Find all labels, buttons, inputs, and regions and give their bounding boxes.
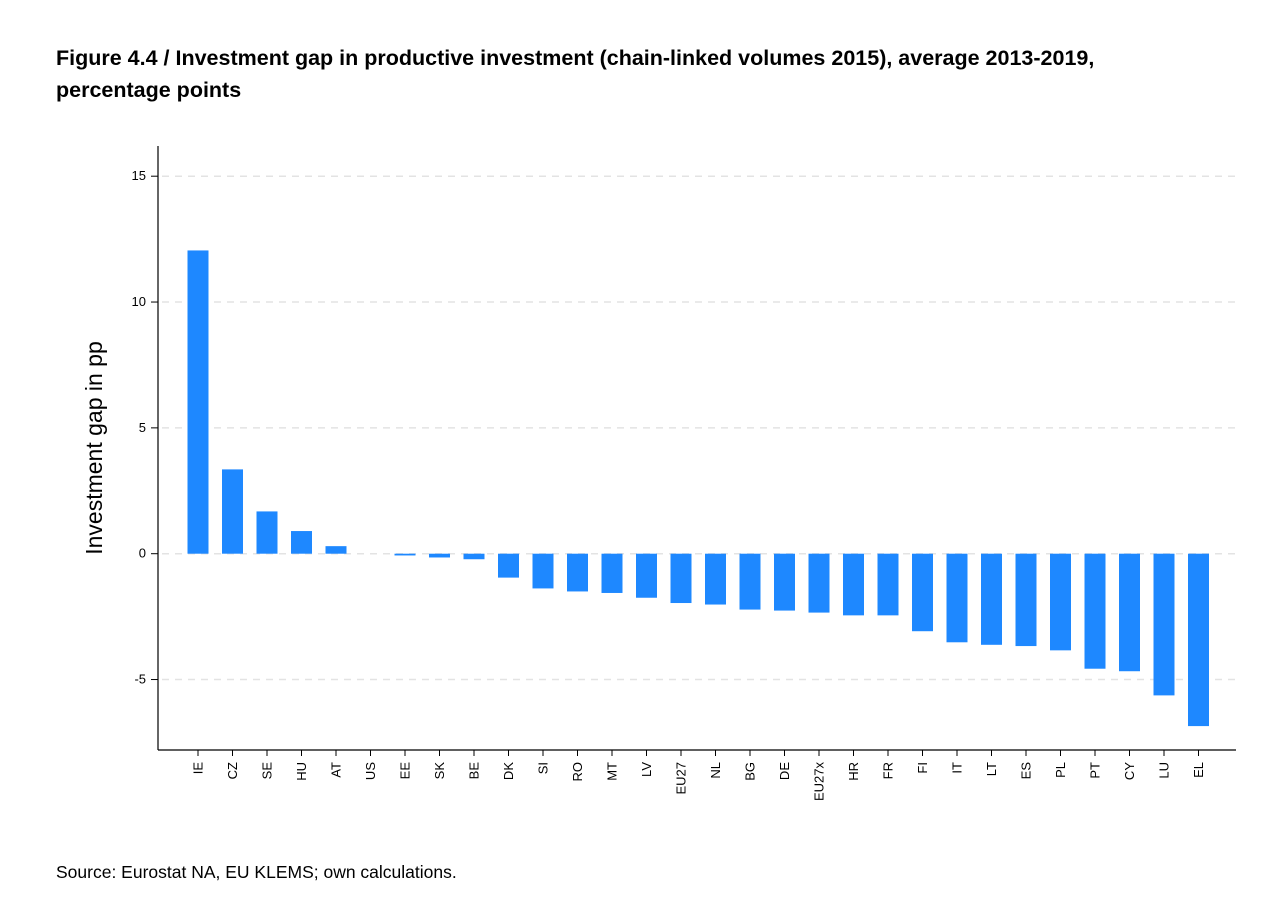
- bar-eu27: [670, 553, 692, 604]
- x-tick-label: HR: [846, 762, 861, 781]
- x-tick-label: LT: [984, 762, 999, 776]
- x-tick-label: CZ: [225, 762, 240, 779]
- bar-ee: [394, 553, 416, 556]
- x-tick-label: EL: [1191, 762, 1206, 778]
- y-tick-label: -5: [134, 672, 146, 687]
- bar-pt: [1084, 553, 1106, 669]
- bar-nl: [705, 553, 726, 605]
- x-tick-label: IT: [950, 762, 965, 774]
- bar-be: [463, 553, 485, 560]
- x-tick-label: US: [363, 762, 378, 780]
- x-tick-label: AT: [329, 762, 344, 778]
- bar-it: [946, 553, 968, 643]
- bar-cy: [1119, 553, 1140, 672]
- x-tick-label: SI: [536, 762, 551, 774]
- x-tick-label: RO: [570, 762, 585, 782]
- title-line-1: Figure 4.4 / Investment gap in productiv…: [56, 46, 1095, 70]
- x-tick-label: HU: [294, 762, 309, 781]
- x-tick-label: IE: [191, 762, 206, 775]
- chart-title: Figure 4.4 / Investment gap in productiv…: [56, 42, 1236, 106]
- y-tick-label: 0: [139, 546, 146, 561]
- bar-hr: [843, 553, 864, 616]
- bar-fr: [877, 553, 899, 616]
- x-tick-label: CY: [1122, 762, 1137, 780]
- bar-si: [532, 553, 554, 589]
- bar-at: [325, 546, 347, 554]
- x-tick-label: PL: [1053, 762, 1068, 778]
- title-line-2: percentage points: [56, 78, 242, 102]
- bar-mt: [601, 553, 623, 593]
- bar-cz: [222, 469, 243, 554]
- x-tick-label: EU27x: [812, 762, 827, 802]
- bar-de: [774, 553, 795, 611]
- x-tick-label: EU27: [674, 762, 689, 795]
- y-tick-label: 5: [139, 420, 146, 435]
- x-tick-label: SE: [260, 762, 275, 780]
- bar-eu27x: [808, 553, 830, 613]
- y-tick-label: 10: [132, 294, 146, 309]
- x-tick-label: BE: [467, 762, 482, 780]
- x-tick-label: EE: [398, 762, 413, 780]
- x-tick-label: PT: [1088, 762, 1103, 779]
- bar-hu: [291, 531, 312, 554]
- bar-lt: [981, 553, 1002, 645]
- bar-dk: [498, 553, 519, 578]
- bar-sk: [429, 553, 450, 558]
- bar-ro: [567, 553, 588, 592]
- bar-lu: [1153, 553, 1175, 696]
- bar-se: [256, 511, 278, 554]
- x-tick-label: SK: [432, 762, 447, 780]
- bar-ie: [187, 250, 209, 554]
- x-tick-label: FR: [881, 762, 896, 779]
- bar-pl: [1050, 553, 1071, 651]
- bar-lv: [636, 553, 657, 598]
- y-axis-title: Investment gap in pp: [81, 341, 107, 555]
- x-tick-label: LV: [639, 762, 654, 777]
- bar-fi: [912, 553, 933, 632]
- x-tick-label: LU: [1157, 762, 1172, 779]
- y-tick-label: 15: [132, 168, 146, 183]
- x-tick-label: NL: [708, 762, 723, 779]
- x-tick-label: DE: [777, 762, 792, 780]
- x-tick-label: DK: [501, 762, 516, 780]
- x-tick-label: ES: [1019, 762, 1034, 780]
- bar-el: [1188, 553, 1209, 727]
- bar-es: [1015, 553, 1037, 647]
- x-tick-label: MT: [605, 762, 620, 781]
- x-tick-label: BG: [743, 762, 758, 781]
- x-tick-label: FI: [915, 762, 930, 774]
- source-note: Source: Eurostat NA, EU KLEMS; own calcu…: [56, 862, 457, 882]
- bar-bg: [739, 553, 761, 610]
